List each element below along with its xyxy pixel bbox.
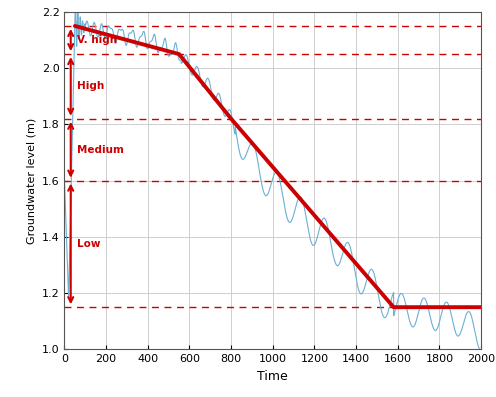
Text: Low: Low: [77, 239, 101, 249]
Y-axis label: Groundwater level (m): Groundwater level (m): [26, 118, 36, 244]
Text: High: High: [77, 81, 104, 91]
Text: V. high: V. high: [77, 35, 117, 45]
Text: Medium: Medium: [77, 145, 124, 155]
X-axis label: Time: Time: [257, 370, 288, 383]
